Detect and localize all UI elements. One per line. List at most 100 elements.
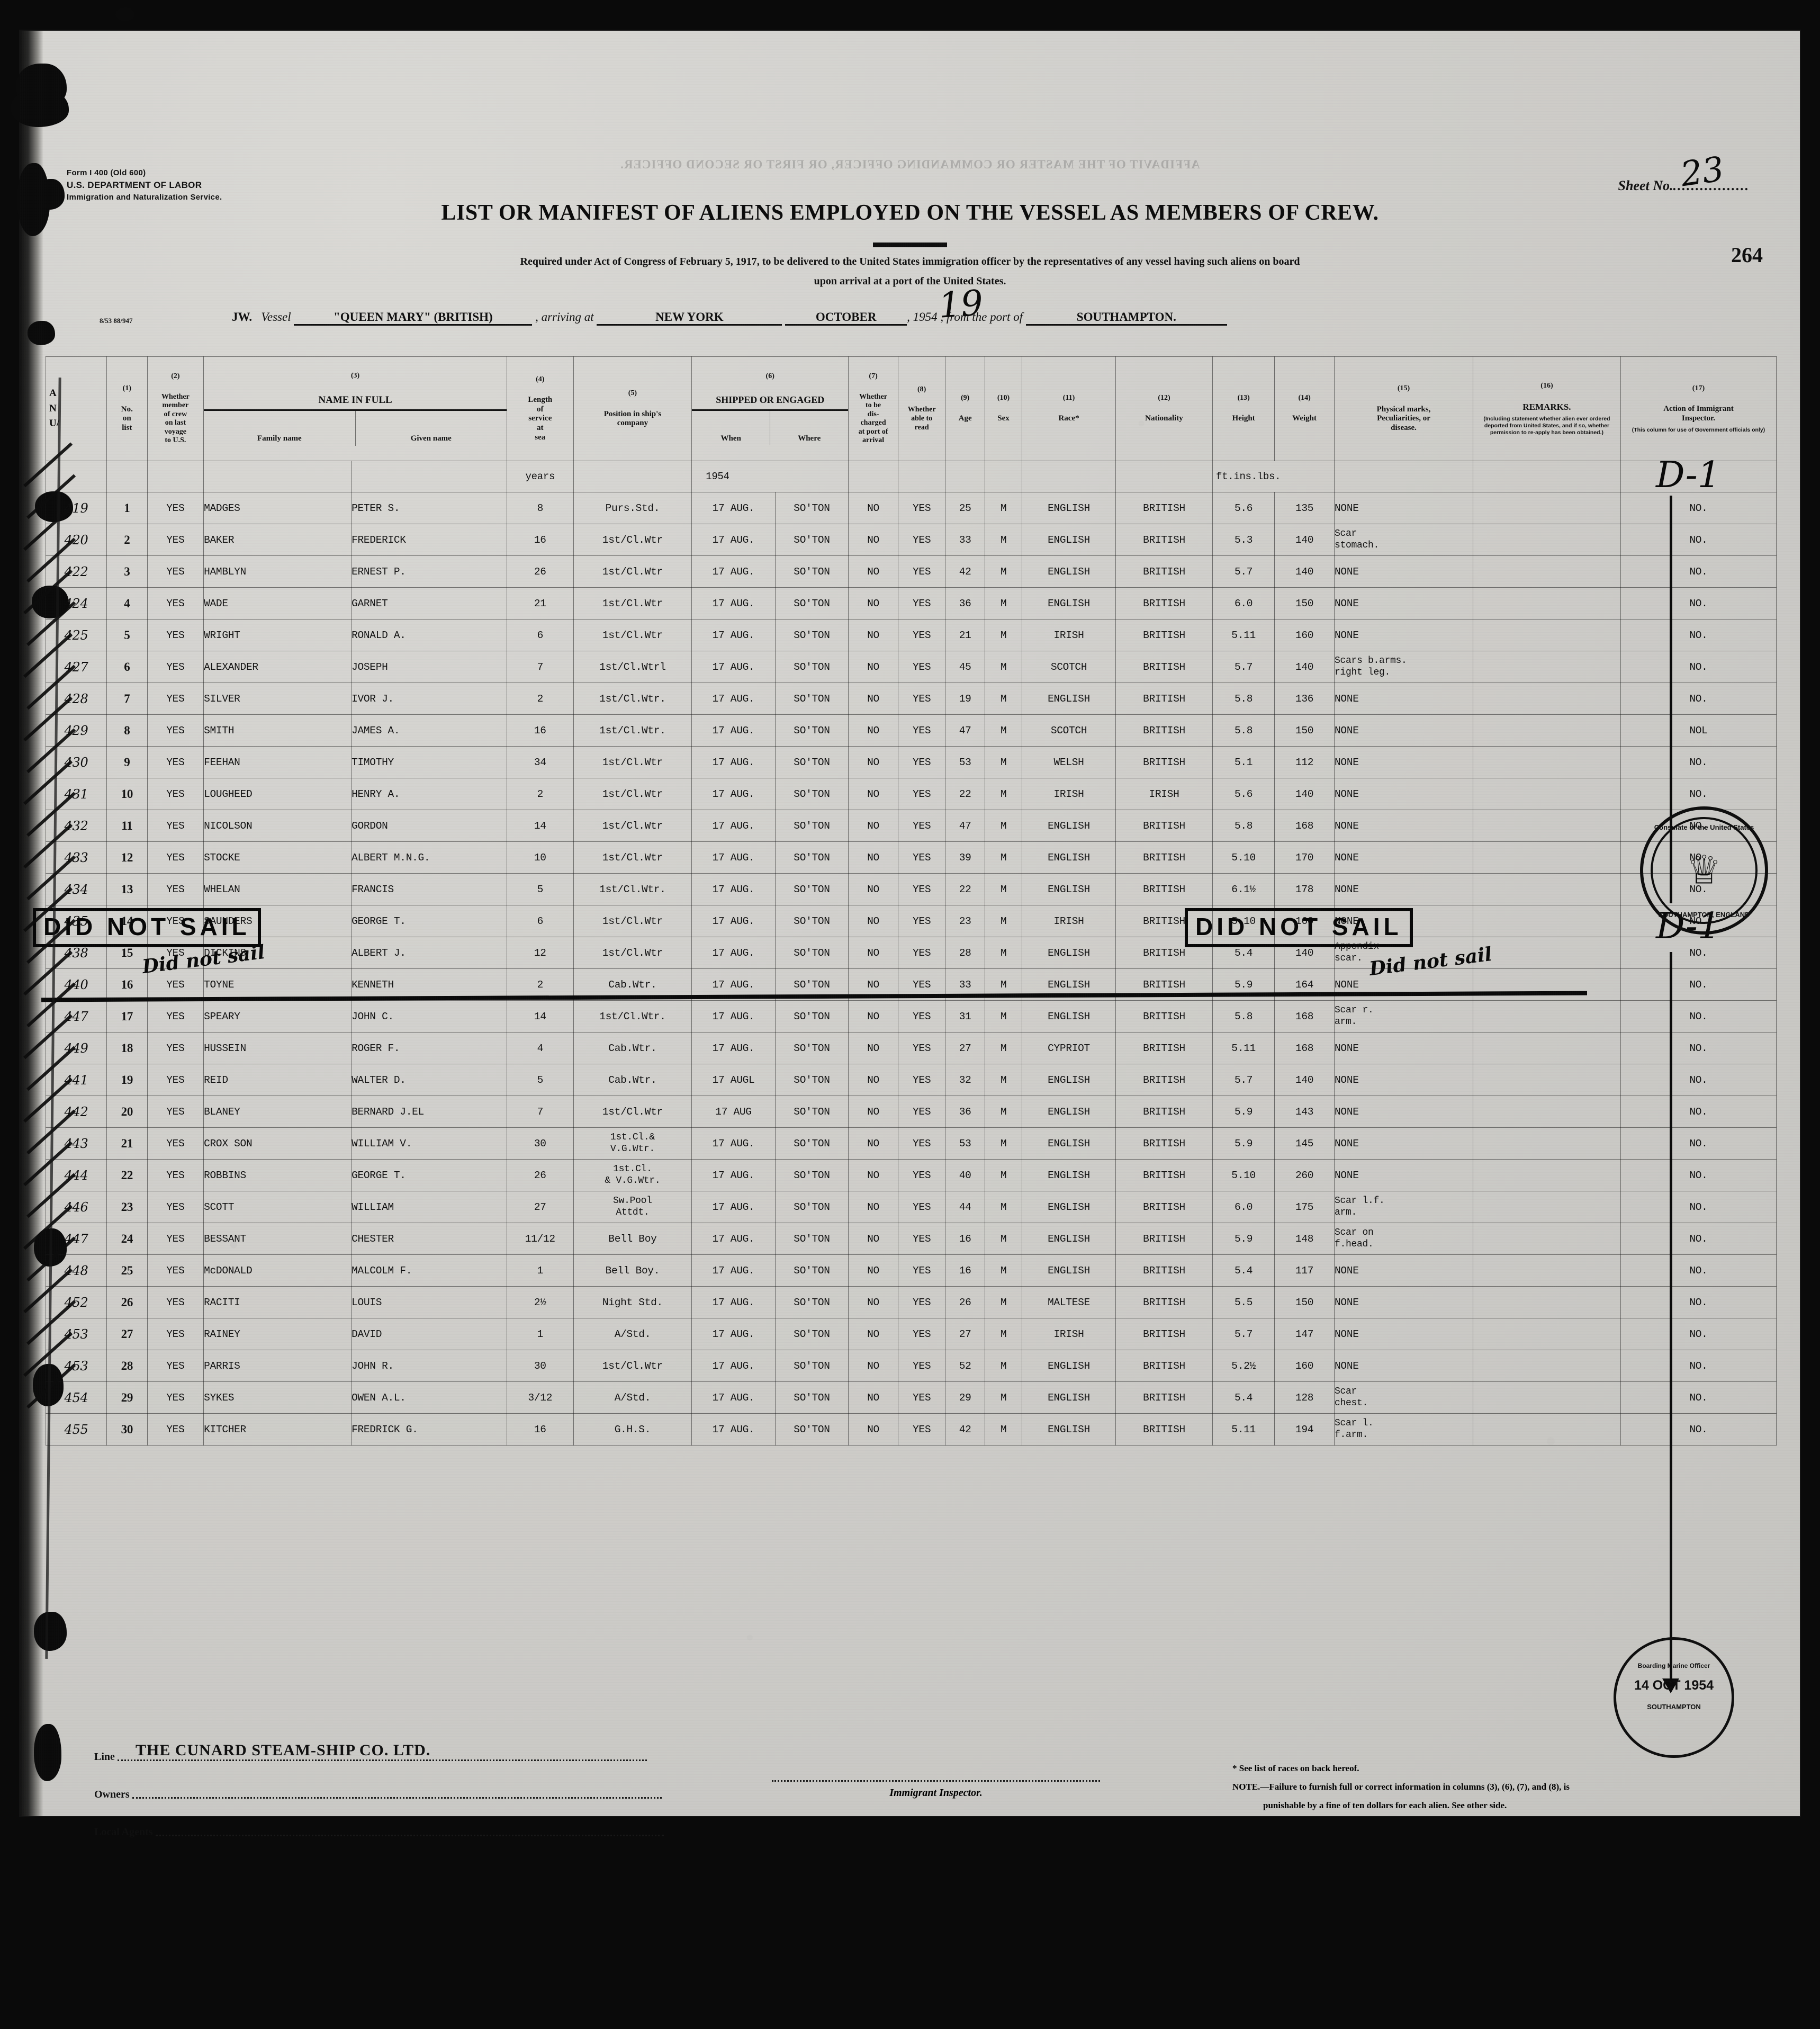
cell-no: 28 — [106, 1350, 148, 1382]
cell-sex: M — [984, 778, 1023, 810]
ink-blot — [28, 321, 55, 345]
cell-age: 53 — [945, 746, 985, 778]
col-header-position: (5) Position in ship's company — [573, 356, 692, 461]
department-name: U.S. DEPARTMENT OF LABOR — [67, 179, 202, 190]
cell-action: NO. — [1620, 1413, 1777, 1446]
cell-given: WILLIAM V. — [351, 1127, 507, 1160]
cell-no: 3 — [106, 555, 148, 588]
table-row: 448 25 YES McDONALD MALCOLM F. 1 Bell Boy. 17 A… — [46, 1254, 1777, 1287]
cell-read: YES — [897, 1318, 946, 1350]
cell-height: 5.9 — [1212, 1223, 1275, 1255]
col-header-remarks-note: (Including statement whether alien ever … — [1483, 416, 1610, 436]
table-row: 419 1 YES MADGES PETER S. 8 Purs.Std. 17 AUG. SO… — [46, 492, 1777, 524]
cell-length: 1 — [506, 1254, 574, 1287]
footnotes-block: * See list of races on back hereof. NOTE… — [1232, 1761, 1709, 1813]
cell-read: YES — [897, 714, 946, 747]
cell-when: 17 AUG. — [691, 714, 776, 747]
cell-crew: YES — [147, 1064, 204, 1096]
col-header-where: Where — [770, 410, 848, 446]
local-agents-label: Local Agents — [94, 1826, 153, 1838]
cell-weight: 150 — [1274, 1286, 1335, 1318]
boarding-officer-date-stamp: Boarding Marine Officer 14 OCT 1954 SOUT… — [1614, 1637, 1734, 1758]
cell-action: NO. — [1620, 1254, 1777, 1287]
cell-when: 17 AUG. — [691, 810, 776, 842]
cell-remarks — [1472, 778, 1621, 810]
cell-no: 19 — [106, 1064, 148, 1096]
cell-length: 6 — [506, 905, 574, 937]
table-row: 433 12 YES STOCKE ALBERT M.N.G. 10 1st/Cl.Wtr 1… — [46, 841, 1777, 874]
cell-discharged: NO — [848, 1254, 898, 1287]
cell-where: SO'TON — [774, 524, 849, 556]
cell-crew: YES — [147, 1127, 204, 1160]
cell-nationality: IRISH — [1115, 778, 1213, 810]
cell-nationality: BRITISH — [1115, 524, 1213, 556]
cell-height: 5.11 — [1212, 1032, 1275, 1064]
table-row: 422 3 YES HAMBLYN ERNEST P. 26 1st/Cl.Wtr 17 AU… — [46, 555, 1777, 588]
table-row: 429 8 YES SMITH JAMES A. 16 1st/Cl.Wtr. 17 AUG.… — [46, 714, 1777, 747]
cell-length: 3/12 — [506, 1381, 574, 1414]
cell-action: NO. — [1620, 937, 1777, 969]
cell-where: SO'TON — [774, 1032, 849, 1064]
cell-sex: M — [984, 1064, 1023, 1096]
cell-race: ENGLISH — [1022, 587, 1116, 620]
cell-crew: YES — [147, 841, 204, 874]
cell-position: 1st/Cl.Wtr — [573, 555, 692, 588]
col-header-given-name: Given name — [355, 411, 507, 446]
cell-marks: NONE — [1334, 1350, 1473, 1382]
cell-discharged: NO — [848, 714, 898, 747]
cell-crew: YES — [147, 1191, 204, 1223]
cell-read: YES — [897, 1000, 946, 1033]
col-header-age: (9) Age — [945, 356, 985, 461]
cell-anu: 452 — [46, 1286, 107, 1318]
cell-where: SO'TON — [774, 1350, 849, 1382]
cell-anu: 449 — [46, 1032, 107, 1064]
cell-read: YES — [897, 1223, 946, 1255]
cell-discharged: NO — [848, 1127, 898, 1160]
cell-sex: M — [984, 492, 1023, 524]
cell-when: 17 AUG. — [691, 1413, 776, 1446]
cell-sex: M — [984, 683, 1023, 715]
table-row: 425 5 YES WRIGHT RONALD A. 6 1st/Cl.Wtr 17 AUG.… — [46, 619, 1777, 651]
cell-discharged: NO — [848, 937, 898, 969]
cell-weight: 135 — [1274, 492, 1335, 524]
service-name: Immigration and Naturalization Service. — [67, 193, 222, 202]
cell-marks: NONE — [1334, 746, 1473, 778]
cell-nationality: BRITISH — [1115, 1286, 1213, 1318]
cell-when: 17 AUG. — [691, 555, 776, 588]
cell-sex: M — [984, 1127, 1023, 1160]
cell-discharged: NO — [848, 555, 898, 588]
cell-read: YES — [897, 524, 946, 556]
cell-read: YES — [897, 1096, 946, 1128]
cell-sex: M — [984, 905, 1023, 937]
cell-sex: M — [984, 1286, 1023, 1318]
cell-crew: YES — [147, 1318, 204, 1350]
table-row: 446 23 YES SCOTT WILLIAM 27 Sw.Pool Attdt. 17 AU… — [46, 1191, 1777, 1223]
cell-given: IVOR J. — [351, 683, 507, 715]
cell-race: ENGLISH — [1022, 555, 1116, 588]
cell-age: 33 — [945, 524, 985, 556]
cell-height: 5.9 — [1212, 1127, 1275, 1160]
cell-when: 17 AUG. — [691, 841, 776, 874]
table-row: 427 6 YES ALEXANDER JOSEPH 7 1st/Cl.Wtrl 17 AUG… — [46, 651, 1777, 683]
cell-family: SCOTT — [203, 1191, 352, 1223]
cell-age: 44 — [945, 1191, 985, 1223]
cell-race: IRISH — [1022, 1318, 1116, 1350]
cell-discharged: NO — [848, 1096, 898, 1128]
cell-action: NO. — [1620, 1318, 1777, 1350]
cell-position: 1st/Cl.Wtr — [573, 1350, 692, 1382]
cell-age: 29 — [945, 1381, 985, 1414]
cell-race: ENGLISH — [1022, 810, 1116, 842]
cell-given: JOHN C. — [351, 1000, 507, 1033]
cell-action: NO. — [1620, 683, 1777, 715]
cell-no: 29 — [106, 1381, 148, 1414]
cell-given: BERNARD J.EL — [351, 1096, 507, 1128]
cell-age: 47 — [945, 714, 985, 747]
table-row: 441 19 YES REID WALTER D. 5 Cab.Wtr. 17 AUGL SO'… — [46, 1064, 1777, 1096]
page-number: 264 — [1731, 243, 1763, 267]
cell-discharged: NO — [848, 778, 898, 810]
cell-race: ENGLISH — [1022, 841, 1116, 874]
cell-sex: M — [984, 1096, 1023, 1128]
cell-nationality: BRITISH — [1115, 1381, 1213, 1414]
cell-crew: YES — [147, 619, 204, 651]
cell-action: NO. — [1620, 619, 1777, 651]
